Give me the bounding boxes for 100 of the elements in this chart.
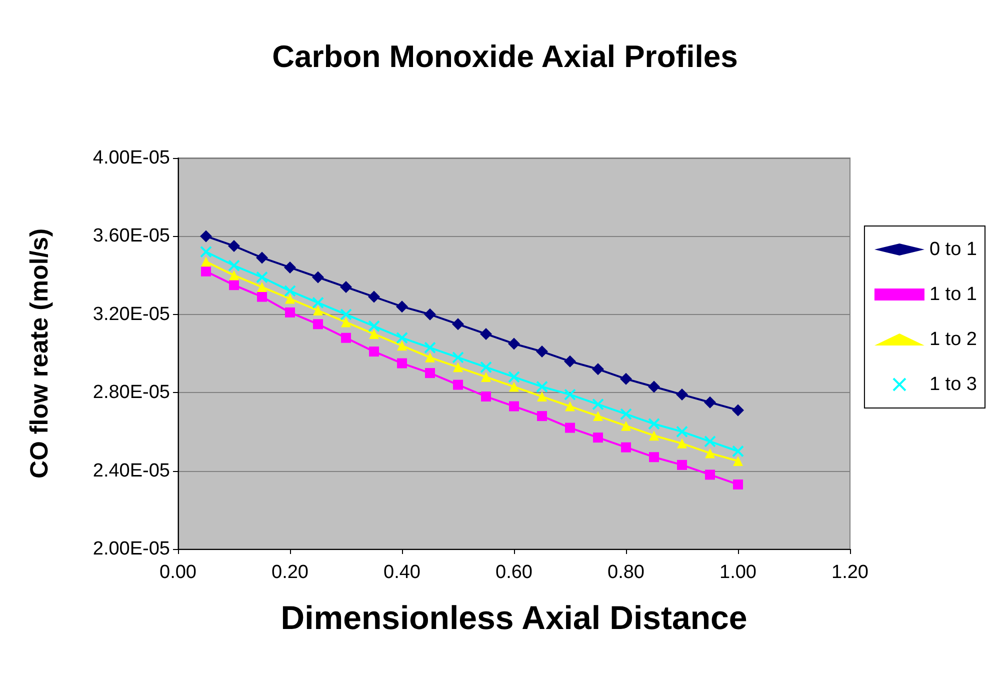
point (453, 362, 463, 372)
point (593, 432, 603, 443)
point (676, 426, 688, 438)
x-tick-label: 0.00 (160, 562, 196, 583)
point (592, 398, 604, 410)
point (340, 281, 352, 294)
point (648, 418, 660, 430)
point (396, 332, 408, 344)
point (508, 370, 520, 383)
y-tick-label: 4.00E-05 (92, 148, 170, 168)
y-tick-label: 2.00E-05 (92, 538, 170, 560)
legend-label: 0 to 1 (929, 239, 978, 260)
x-axis-title: Dimensionless Axial Distance (280, 599, 748, 636)
point (425, 352, 435, 362)
point (480, 361, 492, 374)
point (705, 448, 715, 458)
point (341, 317, 351, 328)
point (257, 282, 267, 292)
chart-title: Carbon Monoxide Axial Profiles (272, 39, 738, 74)
point (257, 292, 267, 302)
point (565, 422, 575, 433)
point (341, 332, 351, 343)
point (312, 271, 324, 284)
point (537, 392, 547, 402)
point (508, 338, 520, 350)
point (396, 300, 408, 313)
x-tick-label: 0.80 (608, 562, 644, 583)
point (481, 372, 491, 382)
point (452, 318, 464, 330)
point (228, 240, 240, 252)
x-tick-label: 0.40 (384, 562, 420, 583)
point (284, 261, 296, 274)
x-tick-label: 1.20 (832, 562, 868, 583)
point (228, 260, 240, 272)
point (620, 372, 632, 385)
point (369, 346, 379, 357)
point (649, 452, 659, 462)
point (677, 460, 687, 470)
point (397, 358, 407, 368)
point (649, 430, 659, 441)
point (733, 479, 743, 490)
point (732, 404, 744, 416)
point (201, 266, 211, 276)
point (312, 296, 324, 309)
point (200, 246, 212, 258)
point (677, 438, 687, 448)
y-axis-title: CO flow reate (mol/s) (26, 228, 54, 479)
y-tick-label: 3.20E-05 (92, 304, 170, 325)
point (564, 388, 576, 401)
point (704, 435, 716, 448)
point (369, 328, 379, 339)
point (592, 363, 604, 376)
x-tick-label: 0.20 (272, 562, 308, 583)
point (480, 328, 492, 340)
point (537, 411, 547, 422)
point (704, 396, 716, 408)
point (229, 270, 239, 280)
point (536, 346, 548, 358)
legend-label: 1 to 1 (929, 284, 978, 305)
point (621, 420, 631, 431)
x-tick-label: 1.00 (720, 562, 756, 583)
point (313, 305, 323, 316)
point (509, 401, 519, 412)
point (424, 342, 436, 354)
point (732, 445, 744, 458)
point (285, 294, 295, 304)
x-tick-label: 0.60 (496, 562, 532, 583)
y-tick-label: 2.40E-05 (92, 460, 170, 482)
point (313, 319, 323, 330)
y-tick-label: 3.60E-05 (92, 226, 170, 247)
point (621, 442, 631, 452)
point (648, 380, 660, 393)
point (452, 351, 464, 364)
point (424, 308, 436, 320)
point (453, 380, 463, 390)
point (200, 230, 212, 242)
point (368, 320, 380, 332)
point (256, 271, 268, 284)
legend-label: 1 to 3 (929, 374, 978, 395)
point (340, 308, 352, 320)
point (425, 368, 435, 378)
point (397, 340, 407, 351)
point (733, 456, 743, 466)
point (256, 252, 268, 264)
point (229, 280, 239, 290)
point (564, 355, 576, 368)
point (705, 470, 715, 480)
point (284, 284, 296, 297)
point (509, 382, 519, 392)
legend-label: 1 to 2 (929, 329, 978, 350)
point (620, 408, 632, 420)
point (536, 380, 548, 393)
point (368, 290, 380, 303)
point (676, 388, 688, 401)
y-tick-label: 2.80E-05 (92, 382, 170, 404)
point (565, 401, 575, 412)
point (201, 256, 211, 267)
point (593, 411, 603, 422)
point (285, 307, 295, 318)
point (481, 392, 491, 402)
